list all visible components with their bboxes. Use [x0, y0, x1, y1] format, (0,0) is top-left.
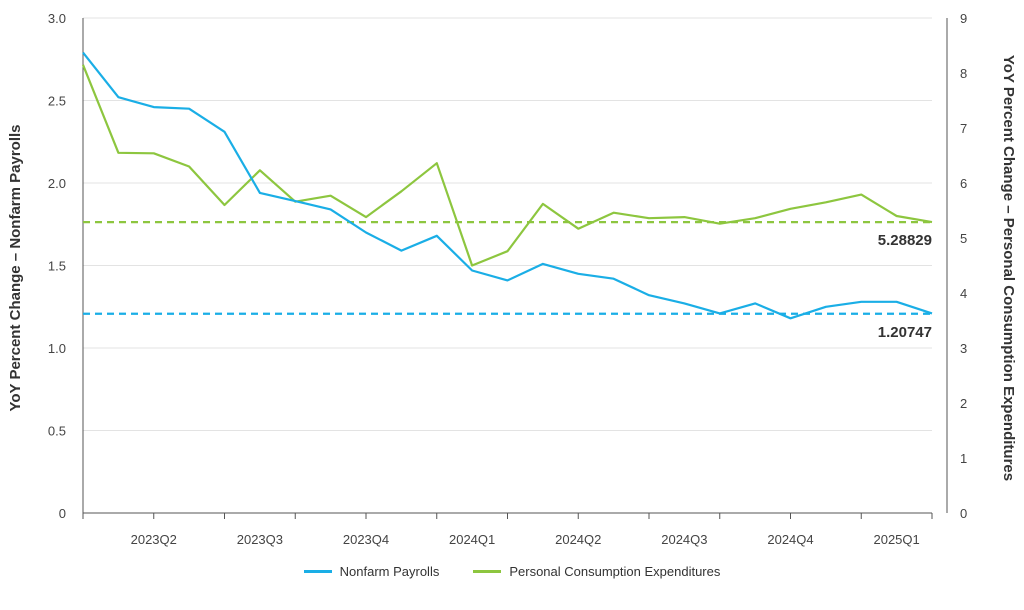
gridlines [83, 17, 932, 431]
left-axis-title: YoY Percent Change – Nonfarm Payrolls [7, 124, 24, 411]
series-line-pce [81, 64, 933, 267]
left-y-tick-label: 1.0 [48, 341, 66, 356]
reference-labels: 5.28829 1.20747 [878, 232, 932, 341]
reference-label: 5.28829 [878, 232, 932, 249]
legend-item-pce: Personal Consumption Expenditures [473, 564, 720, 579]
x-tick-label: 2024Q1 [449, 532, 495, 547]
right-y-axis-ticks: 0 1 2 3 4 5 6 7 8 9 [960, 11, 967, 521]
right-y-tick-label: 4 [960, 286, 967, 301]
left-y-axis-ticks: 0 0.5 1.0 1.5 2.0 2.5 3.0 [48, 11, 66, 521]
right-y-tick-label: 6 [960, 176, 967, 191]
legend-label-nonfarm-payrolls: Nonfarm Payrolls [339, 564, 440, 579]
left-y-tick-label: 3.0 [48, 11, 66, 26]
x-tick-label: 2024Q4 [767, 532, 813, 547]
x-axis-ticks: 2023Q2 2023Q3 2023Q4 2024Q1 2024Q2 2024Q3 2024… [82, 513, 933, 547]
left-y-tick-label: 0.5 [48, 424, 66, 439]
right-y-tick-label: 7 [960, 121, 967, 136]
left-y-tick-label: 1.5 [48, 259, 66, 274]
x-tick-label: 2024Q3 [661, 532, 707, 547]
left-y-tick-label: 2.5 [48, 94, 66, 109]
right-y-tick-label: 5 [960, 231, 967, 246]
series-lines [81, 51, 933, 320]
right-axis-title: YoY Percent Change – Personal Consumptio… [1000, 55, 1017, 481]
dual-axis-line-chart: 2023Q2 2023Q3 2023Q4 2024Q1 2024Q2 2024Q3 2024… [7, 11, 1017, 547]
x-tick-label: 2023Q4 [343, 532, 389, 547]
right-y-tick-label: 1 [960, 451, 967, 466]
right-y-tick-label: 8 [960, 66, 967, 81]
legend-item-nonfarm-payrolls: Nonfarm Payrolls [303, 564, 440, 579]
right-y-tick-label: 0 [960, 506, 967, 521]
right-y-tick-label: 9 [960, 11, 967, 26]
reference-label: 1.20747 [878, 324, 932, 341]
legend-label-pce: Personal Consumption Expenditures [509, 564, 721, 579]
legend: Nonfarm Payrolls Personal Consumption Ex… [0, 564, 1024, 579]
x-tick-label: 2023Q3 [237, 532, 283, 547]
right-y-tick-label: 3 [960, 341, 967, 356]
legend-swatch-nonfarm-payrolls [303, 570, 332, 573]
legend-swatch-pce [473, 570, 502, 573]
x-tick-label: 2024Q2 [555, 532, 601, 547]
left-y-tick-label: 0 [59, 506, 66, 521]
left-y-tick-label: 2.0 [48, 176, 66, 191]
series-line-nonfarm-payrolls [82, 51, 933, 320]
x-tick-label: 2025Q1 [873, 532, 919, 547]
x-tick-label: 2023Q2 [131, 532, 177, 547]
right-y-tick-label: 2 [960, 396, 967, 411]
reference-lines [83, 221, 932, 315]
